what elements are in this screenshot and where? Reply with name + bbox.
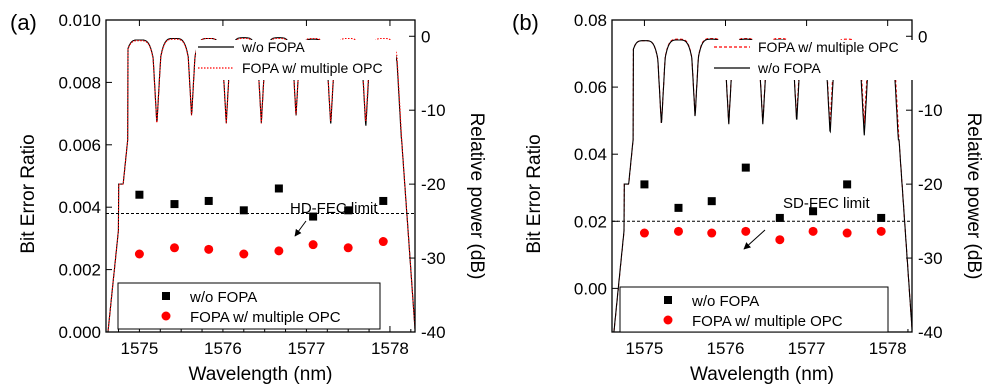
data-point-circle <box>639 228 649 238</box>
y2-tick-label: -10 <box>918 101 943 120</box>
y2-axis-label: Relative power (dB) <box>466 113 487 280</box>
fec-limit-label: SD-FEC limit <box>783 195 870 212</box>
legend-marker-circle <box>663 315 673 325</box>
fec-limit-arrow <box>743 229 766 250</box>
data-point-circle <box>239 249 249 259</box>
x-tick-label: 1578 <box>869 339 907 358</box>
bottom-legend-label: w/o FOPA <box>691 293 759 310</box>
legend-marker-circle <box>161 311 171 321</box>
bottom-legend-box <box>117 282 381 330</box>
y2-tick-label: -10 <box>421 101 446 120</box>
data-point-circle <box>673 226 683 236</box>
data-point-square <box>274 184 283 193</box>
legend-marker-square <box>162 292 170 300</box>
y2-tick-label: -20 <box>421 175 446 194</box>
x-tick-label: 1575 <box>626 339 664 358</box>
legend-marker-square <box>664 296 672 304</box>
data-point-circle <box>741 226 751 236</box>
data-point-circle <box>274 246 284 256</box>
y2-tick-label: 0 <box>918 27 927 46</box>
y-axis-label: Bit Error Ratio <box>524 134 545 253</box>
x-tick-label: 1576 <box>204 339 242 358</box>
y-tick-label: 0.06 <box>574 78 607 97</box>
data-point-square <box>741 163 750 172</box>
panel-label: (b) <box>512 10 539 35</box>
y-tick-label: 0.04 <box>574 145 607 164</box>
data-point-square <box>379 196 388 205</box>
chart-panel-b: (b) SD-FEC limit 1575 1576 1577 1578 0.00 0.02 0… <box>512 10 982 385</box>
fec-limit-label: HD-FEC limit <box>290 200 378 217</box>
bottom-legend-label: FOPA w/ multiple OPC <box>692 313 843 330</box>
fec-limit-arrow <box>294 220 307 237</box>
data-point-circle <box>169 243 179 253</box>
x-tick-label: 1577 <box>788 339 826 358</box>
panel-label: (a) <box>10 10 37 35</box>
top-legend-label: FOPA w/ multiple OPC <box>242 60 383 76</box>
data-point-square <box>640 180 649 189</box>
x-tick-label: 1578 <box>371 339 409 358</box>
x-tick-label: 1576 <box>707 339 745 358</box>
data-point-circle <box>808 226 818 236</box>
y2-axis-label: Relative power (dB) <box>963 113 982 280</box>
series-fopa-opc-points <box>134 237 388 259</box>
data-point-square <box>309 212 318 221</box>
data-point-circle <box>775 235 785 245</box>
y-tick-label: 0.008 <box>58 73 101 92</box>
top-legend-label: FOPA w/ multiple OPC <box>758 39 899 55</box>
bottom-legend-label: FOPA w/ multiple OPC <box>190 309 341 326</box>
x-tick-label: 1575 <box>120 339 158 358</box>
data-point-square <box>809 207 818 216</box>
y-tick-label: 0.00 <box>574 279 607 298</box>
top-legend-label: w/o FOPA <box>241 39 305 55</box>
data-point-square <box>170 200 179 209</box>
spectrum-traces <box>107 37 415 332</box>
series-wo-fopa-points <box>135 184 388 221</box>
data-point-square <box>707 197 716 206</box>
x-axis-label: Wavelength (nm) <box>189 364 333 385</box>
data-point-circle <box>134 249 144 259</box>
y2-tick-label: -20 <box>918 175 943 194</box>
y-tick-label: 0.08 <box>574 11 607 30</box>
data-point-circle <box>842 228 852 238</box>
chart-panel-a: (a) HD-FEC limit 1575 1576 1577 1578 0.000 0.00… <box>10 10 487 385</box>
plot-frame <box>105 19 416 333</box>
bottom-legend-label: w/o FOPA <box>189 289 257 306</box>
top-legend-label: w/o FOPA <box>757 60 821 76</box>
y2-tick-label: -40 <box>918 323 943 342</box>
x-axis-label: Wavelength (nm) <box>690 364 834 385</box>
y-tick-label: 0.002 <box>58 261 101 280</box>
data-point-square <box>344 206 353 215</box>
data-point-square <box>877 213 886 222</box>
y-tick-label: 0.010 <box>58 11 101 30</box>
y-tick-label: 0.006 <box>58 136 101 155</box>
data-point-circle <box>707 228 717 238</box>
data-point-square <box>239 206 248 215</box>
bottom-legend-box <box>619 286 889 333</box>
spectrum-line-wo-fopa <box>613 38 912 332</box>
spectrum-line-fopa-opc <box>107 37 415 332</box>
data-point-circle <box>308 240 318 250</box>
y-tick-label: 0.000 <box>58 323 101 342</box>
y-tick-label: 0.02 <box>574 212 607 231</box>
data-point-square <box>135 190 144 199</box>
data-point-circle <box>204 244 214 254</box>
data-point-square <box>674 203 683 212</box>
data-point-square <box>204 196 213 205</box>
data-point-circle <box>378 237 388 247</box>
data-point-square <box>775 213 784 222</box>
spectrum-traces <box>613 37 912 332</box>
y2-tick-label: -30 <box>918 249 943 268</box>
series-fopa-opc-points <box>639 226 886 245</box>
y-axis-label: Bit Error Ratio <box>18 134 39 253</box>
data-point-circle <box>343 243 353 253</box>
x-tick-label: 1577 <box>288 339 326 358</box>
data-point-circle <box>876 226 886 236</box>
y2-tick-label: 0 <box>421 27 430 46</box>
y2-tick-label: -30 <box>421 249 446 268</box>
y2-tick-label: -40 <box>421 323 446 342</box>
y-tick-label: 0.004 <box>58 198 101 217</box>
series-wo-fopa-points <box>640 163 886 222</box>
data-point-square <box>843 180 852 189</box>
